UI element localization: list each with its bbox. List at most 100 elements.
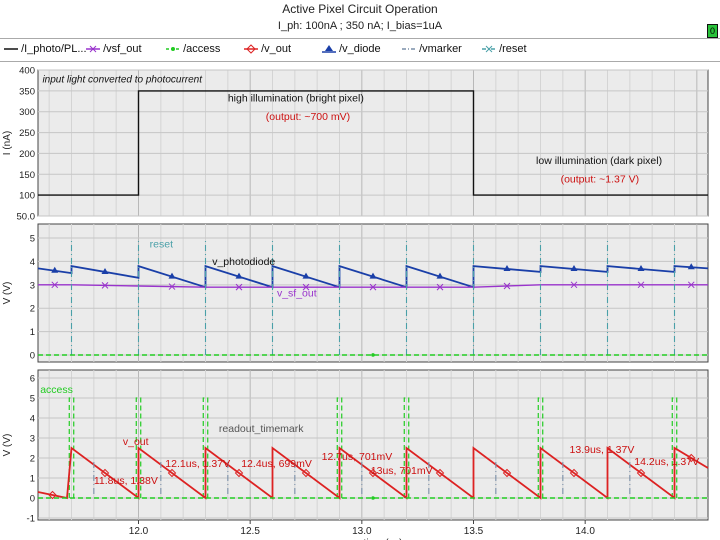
- y-tick-label: 300: [19, 107, 35, 118]
- plot-panel-photodiode: [37, 223, 709, 363]
- chart-annotation: access: [40, 384, 73, 396]
- legend-swatch-icon: [244, 44, 258, 54]
- chart-annotation: readout_timemark: [219, 423, 304, 435]
- window-title: Active Pixel Circuit Operation: [282, 2, 438, 16]
- chart-annotation: low illumination (dark pixel): [536, 155, 662, 167]
- series-line-vout: [37, 446, 709, 500]
- legend-label: /v_diode: [339, 43, 381, 55]
- y-tick-label: 50.0: [17, 212, 36, 223]
- chart-annotation: input light converted to photocurrent: [42, 75, 203, 86]
- y-tick-label: 5: [30, 234, 35, 245]
- data-point-marker: [570, 265, 578, 272]
- y-axis-label: V (V): [2, 434, 13, 457]
- data-point-marker: [369, 283, 377, 291]
- data-point-marker: [51, 266, 59, 273]
- data-point-marker: [502, 468, 512, 478]
- data-point-marker: [234, 468, 244, 478]
- y-tick-label: 0: [30, 350, 35, 361]
- data-point-marker: [503, 282, 511, 290]
- legend-item-reset[interactable]: /reset: [482, 43, 527, 55]
- data-point-marker: [101, 282, 109, 289]
- y-tick-label: 1: [30, 474, 35, 485]
- data-point-marker: [687, 453, 696, 463]
- legend-label: /access: [183, 43, 221, 55]
- legend-item-i-photo[interactable]: /I_photo/PL...: [4, 43, 87, 55]
- plot-panel-output: [37, 369, 709, 521]
- y-tick-label: 4: [30, 257, 35, 268]
- y-tick-label: 2: [30, 304, 35, 315]
- legend-swatch-icon: [402, 48, 416, 50]
- data-point-marker: [371, 353, 375, 357]
- data-point-marker: [636, 468, 646, 478]
- y-tick-label: 250: [19, 128, 35, 139]
- legend-label: /reset: [499, 43, 527, 55]
- legend-swatch-icon: [482, 45, 496, 53]
- legend-item-access[interactable]: /access: [166, 43, 220, 55]
- legend-item-vsf-out[interactable]: /vsf_out: [86, 43, 142, 55]
- series-line-IphotoPL: [38, 90, 708, 196]
- chart-annotation: high illumination (bright pixel): [228, 92, 364, 104]
- x-tick-label: 13.5: [464, 526, 484, 537]
- legend-item-v-diode[interactable]: /v_diode: [322, 43, 381, 55]
- data-point-marker: [302, 283, 310, 291]
- y-tick-label: 3: [30, 280, 35, 291]
- access-pulse: [135, 397, 142, 498]
- chart-annotation: 12.4us, 699mV: [241, 458, 312, 470]
- data-point-marker: [637, 281, 645, 289]
- data-point-marker: [368, 468, 378, 478]
- legend-bar: /I_photo/PL... /vsf_out /access /v_out /…: [0, 38, 720, 62]
- legend-swatch-icon: [86, 45, 100, 53]
- data-point-marker: [301, 468, 311, 478]
- y-tick-label: 150: [19, 170, 35, 181]
- y-axis-label: V (V): [2, 282, 13, 305]
- x-tick-label: 14.0: [575, 526, 595, 537]
- x-tick-label: 12.5: [240, 526, 260, 537]
- legend-swatch-icon: [322, 45, 336, 53]
- y-tick-label: 2: [30, 454, 35, 465]
- data-point-marker: [51, 281, 59, 289]
- y-tick-label: 350: [19, 86, 35, 97]
- data-point-marker: [235, 283, 243, 291]
- data-point-marker: [503, 265, 511, 272]
- chart-annotation: v_out: [123, 436, 149, 448]
- y-tick-label: 400: [19, 66, 35, 77]
- scope-indicator[interactable]: 0: [707, 24, 718, 38]
- data-point-marker: [369, 272, 377, 279]
- data-point-marker: [168, 272, 176, 279]
- data-point-marker: [687, 263, 695, 270]
- chart-annotation: (output: ~1.37 V): [561, 174, 640, 186]
- y-tick-label: -1: [27, 514, 35, 525]
- data-point-marker: [436, 283, 444, 291]
- legend-label: /I_photo/PL...: [21, 43, 87, 55]
- data-point-marker: [302, 272, 310, 279]
- data-point-marker: [100, 468, 110, 478]
- legend-label: /v_out: [261, 43, 292, 55]
- data-point-marker: [687, 281, 695, 289]
- legend-label: /vmarker: [419, 43, 462, 55]
- window-subtitle: I_ph: 100nA ; 350 nA; I_bias=1uA: [277, 20, 443, 32]
- y-tick-label: 1: [30, 327, 35, 338]
- chart-annotation: 13.9us, 1.37V: [570, 444, 635, 456]
- y-tick-label: 5: [30, 394, 35, 405]
- legend-item-v-out[interactable]: /v_out: [244, 43, 291, 55]
- chart-annotation: 11.8us, 1.38V: [94, 475, 158, 487]
- y-tick-label: 200: [19, 149, 35, 160]
- data-point-marker: [569, 468, 579, 478]
- y-tick-label: 6: [30, 374, 35, 385]
- data-point-marker: [168, 283, 176, 290]
- data-point-marker: [637, 265, 645, 272]
- access-pulse: [68, 397, 75, 498]
- chart-annotation: reset: [150, 238, 173, 250]
- chart-annotation: 12.1us, 1.37V: [165, 458, 230, 470]
- y-tick-label: 100: [19, 191, 35, 202]
- y-tick-label: 3: [30, 434, 35, 445]
- legend-item-vmarker[interactable]: /vmarker: [402, 43, 462, 55]
- y-tick-label: 0: [30, 494, 35, 505]
- data-point-marker: [371, 496, 375, 500]
- access-pulse: [202, 397, 209, 498]
- access-pulse: [537, 397, 544, 498]
- data-point-marker: [167, 468, 177, 478]
- chart-annotation: 14.2us, 1.37V: [634, 456, 699, 468]
- y-axis-label: I (nA): [2, 131, 13, 155]
